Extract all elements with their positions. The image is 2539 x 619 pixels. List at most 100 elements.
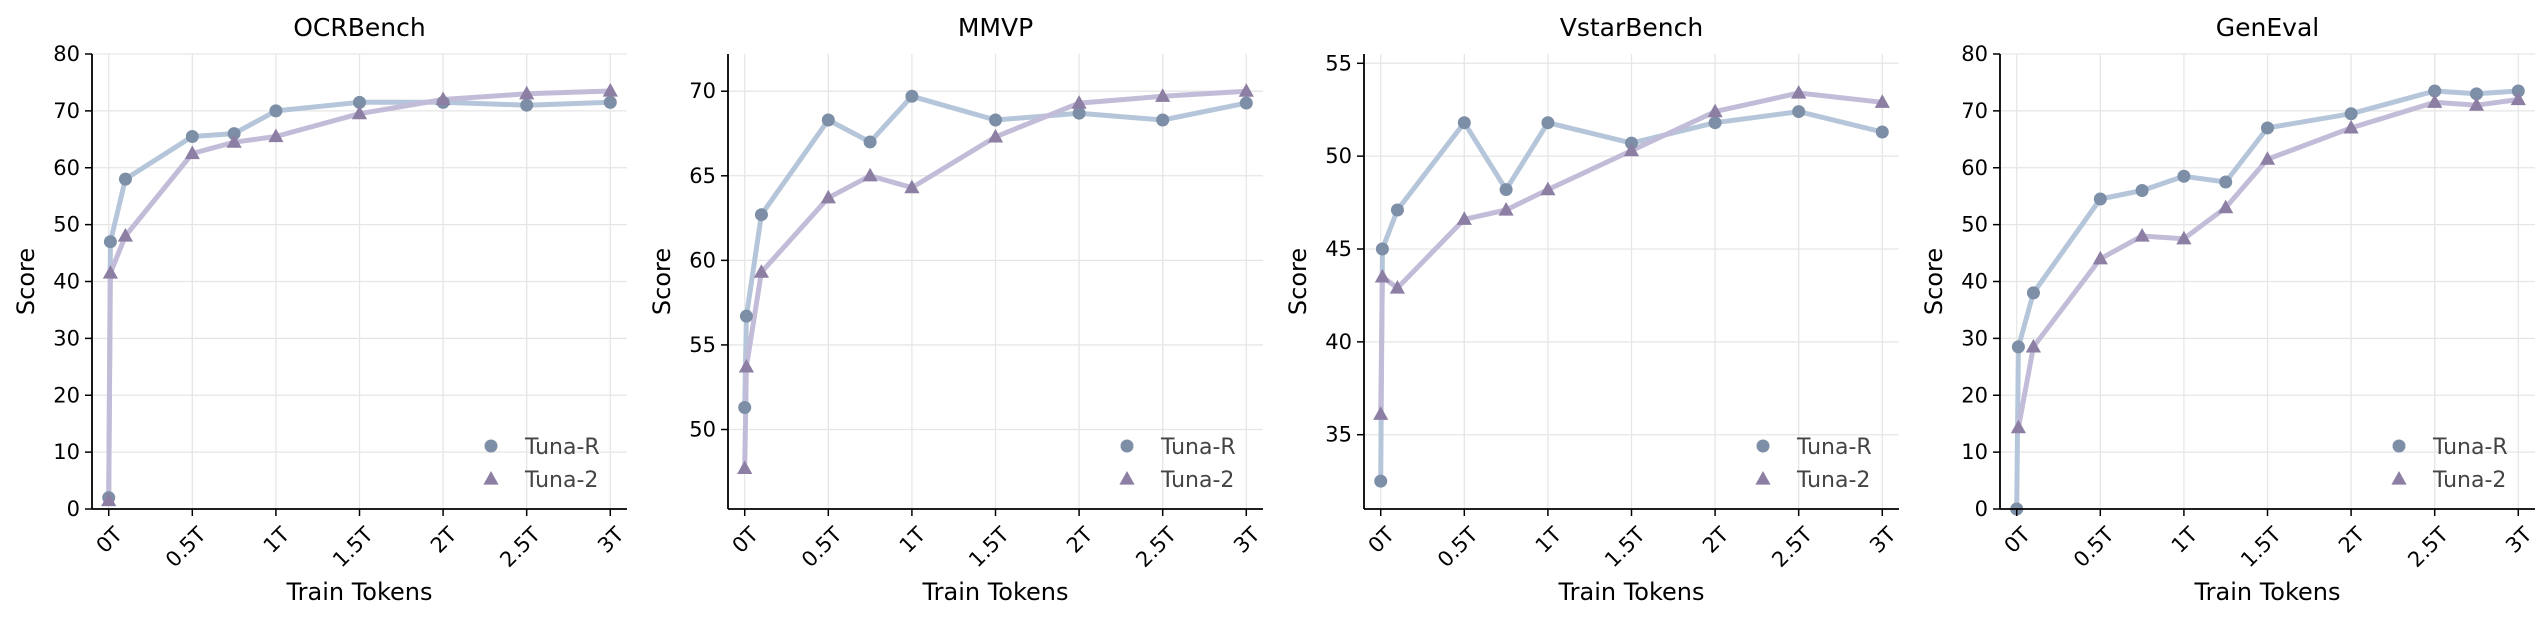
chart-title: OCRBench	[293, 13, 425, 42]
y-tick-label: 50	[1325, 144, 1352, 168]
legend-marker-tuna-2	[483, 471, 499, 485]
data-point-tuna-2	[1874, 94, 1890, 108]
y-tick-label: 20	[53, 383, 80, 407]
data-point-tuna-2	[904, 179, 920, 194]
data-point-tuna-2	[2176, 230, 2192, 245]
y-tick-label: 80	[53, 42, 80, 66]
x-tick-label: 1.5T	[328, 522, 378, 572]
data-point-tuna-r	[1072, 106, 1086, 120]
data-point-tuna-2	[820, 189, 836, 204]
data-point-tuna-r	[118, 172, 132, 186]
x-tick-label: 0.5T	[797, 522, 847, 572]
legend-label-tuna-r: Tuna-R	[1160, 435, 1236, 460]
y-tick-label: 20	[1961, 383, 1988, 407]
data-point-tuna-r	[739, 309, 753, 323]
data-point-tuna-2	[2510, 91, 2526, 106]
chart-title: MMVP	[958, 13, 1033, 42]
data-point-tuna-2	[226, 134, 242, 148]
data-point-tuna-r	[2511, 84, 2525, 98]
data-point-tuna-r	[269, 104, 283, 118]
legend-label-tuna-r: Tuna-R	[1796, 435, 1872, 460]
legend-marker-tuna-r	[2392, 439, 2406, 453]
series-line-tuna-r	[1378, 109, 1885, 484]
x-tick-label: 3T	[2501, 522, 2537, 558]
x-tick-label: 0T	[2000, 522, 2036, 558]
legend-marker-tuna-2	[1119, 471, 1135, 485]
y-tick-label: 70	[1961, 99, 1988, 123]
data-point-tuna-2	[184, 145, 200, 160]
data-point-tuna-2	[1071, 95, 1087, 109]
legend: Tuna-R Tuna-2	[1119, 435, 1236, 493]
data-point-tuna-r	[2261, 121, 2274, 135]
data-point-tuna-2	[1707, 103, 1723, 118]
x-axis-label: Train Tokens	[1557, 578, 1704, 606]
data-point-tuna-2	[862, 167, 878, 182]
data-point-tuna-r	[905, 89, 919, 103]
data-point-tuna-2	[1155, 88, 1171, 102]
data-point-tuna-2	[2343, 119, 2359, 134]
legend: Tuna-R Tuna-2	[1755, 435, 1872, 493]
data-point-tuna-2	[101, 492, 117, 507]
data-point-tuna-r	[185, 129, 199, 143]
data-point-tuna-2	[2010, 419, 2026, 434]
series-line-tuna-2	[106, 88, 613, 503]
data-point-tuna-r	[738, 401, 752, 415]
data-point-tuna-r	[2026, 286, 2040, 300]
data-point-tuna-2	[1389, 280, 1405, 294]
x-tick-label: 2.5T	[495, 522, 545, 572]
data-point-tuna-2	[1456, 211, 1472, 225]
y-axis-label: Score	[1920, 248, 1948, 315]
data-point-tuna-2	[435, 91, 451, 106]
y-tick-label: 50	[1961, 213, 1988, 237]
x-tick-label: 2T	[426, 522, 462, 558]
legend-marker-tuna-r	[1756, 439, 1770, 453]
legend-label-tuna-2: Tuna-2	[2432, 468, 2506, 493]
data-point-tuna-r	[754, 208, 768, 222]
x-tick-label: 1T	[2167, 522, 2203, 558]
data-point-tuna-2	[1791, 85, 1807, 99]
y-axis-label: Score	[12, 248, 40, 315]
data-point-tuna-2	[602, 83, 618, 97]
data-point-tuna-r	[2011, 340, 2025, 354]
data-point-tuna-r	[2428, 84, 2442, 98]
x-tick-label: 0T	[728, 522, 764, 558]
data-point-tuna-2	[2025, 338, 2041, 353]
data-point-tuna-r	[2469, 87, 2483, 101]
x-tick-label: 0T	[92, 522, 128, 558]
legend-marker-tuna-r	[484, 439, 498, 453]
data-point-tuna-2	[2259, 151, 2276, 165]
chart-panel-ocrbench: 0 10 20 30 40 50 60 70 80 0T 0.5T 1T 1.5T 2T 2.5T 3T OCR…	[12, 13, 629, 606]
data-point-tuna-2	[987, 128, 1004, 143]
x-tick-label: 2T	[1062, 522, 1098, 558]
x-tick-label: 0T	[1364, 522, 1400, 558]
x-tick-label: 3T	[1865, 522, 1901, 558]
chart-panel-geneval: 0 10 20 30 40 50 60 70 80 0T 0.5T 1T 1.5T 2T 2.5T 3T Gen…	[1920, 13, 2537, 606]
y-tick-label: 60	[1961, 156, 1988, 180]
data-point-tuna-2	[2134, 228, 2150, 242]
legend-label-tuna-2: Tuna-2	[524, 468, 598, 493]
data-point-tuna-r	[1375, 242, 1389, 256]
x-tick-label: 1T	[259, 522, 295, 558]
chart-title: GenEval	[2216, 13, 2319, 42]
y-tick-label: 65	[689, 164, 716, 188]
data-point-tuna-2	[2427, 94, 2443, 108]
legend-label-tuna-r: Tuna-R	[524, 435, 600, 460]
data-point-tuna-2	[737, 460, 753, 474]
data-point-tuna-r	[1792, 105, 1806, 119]
chart-panel-vstarbench: 35 40 45 50 55 0T 0.5T 1T 1.5T 2T 2.5T 3T VstarBench…	[1284, 13, 1901, 606]
legend-label-tuna-r: Tuna-R	[2432, 435, 2508, 460]
data-point-tuna-2	[351, 105, 368, 120]
legend-marker-tuna-2	[1755, 471, 1771, 485]
y-tick-label: 0	[67, 497, 80, 521]
y-tick-label: 40	[1325, 330, 1352, 354]
y-tick-label: 50	[689, 418, 716, 442]
y-tick-label: 10	[1961, 440, 1988, 464]
data-point-tuna-2	[117, 228, 133, 242]
legend-marker-tuna-r	[1120, 439, 1134, 453]
x-tick-label: 2.5T	[2403, 522, 2453, 572]
y-tick-label: 60	[689, 248, 716, 272]
y-tick-label: 55	[1325, 51, 1352, 75]
data-point-tuna-r	[1499, 183, 1513, 197]
data-point-tuna-2	[519, 85, 535, 100]
y-tick-label: 10	[53, 440, 80, 464]
